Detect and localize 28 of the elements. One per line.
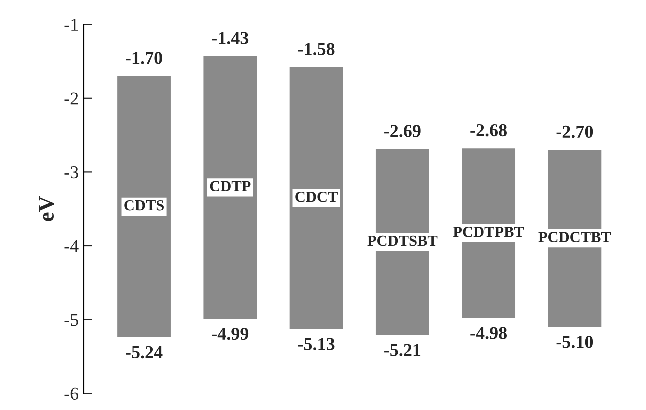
bar [118, 76, 171, 338]
annotation: -5.24 [126, 346, 163, 359]
x-tick-label: CDTS [124, 200, 164, 211]
y-tick-label: -4 [64, 240, 79, 252]
annotation: -1.58 [298, 43, 335, 56]
bar [204, 56, 258, 320]
y-axis-title: eV [39, 196, 54, 222]
annotation: -5.13 [298, 338, 335, 351]
y-tick-label: -2 [64, 92, 78, 105]
y-tick-label: -3 [64, 166, 78, 179]
y-tick-label: -6 [64, 388, 79, 400]
x-tick-label: CDTP [210, 181, 251, 192]
annotation: -5.21 [384, 344, 421, 356]
annotation: -2.68 [470, 124, 508, 137]
annotation: -2.69 [384, 125, 421, 138]
annotation: -1.43 [212, 32, 249, 44]
x-tick-label: PCDTSBT [368, 236, 438, 246]
x-tick-label: PCDTPBT [453, 227, 524, 238]
annotation: -4.98 [470, 327, 508, 340]
annotation: -2.70 [556, 126, 594, 138]
x-tick-label: PCDCTBT [538, 232, 612, 242]
y-tick-label: -1 [64, 18, 78, 31]
annotation: -1.70 [126, 52, 162, 64]
annotation: -5.10 [556, 336, 594, 348]
y-tick-label: -5 [64, 314, 78, 326]
annotation: -4.99 [212, 328, 249, 340]
bar [290, 67, 344, 330]
x-tick-label: CDCT [296, 192, 338, 202]
